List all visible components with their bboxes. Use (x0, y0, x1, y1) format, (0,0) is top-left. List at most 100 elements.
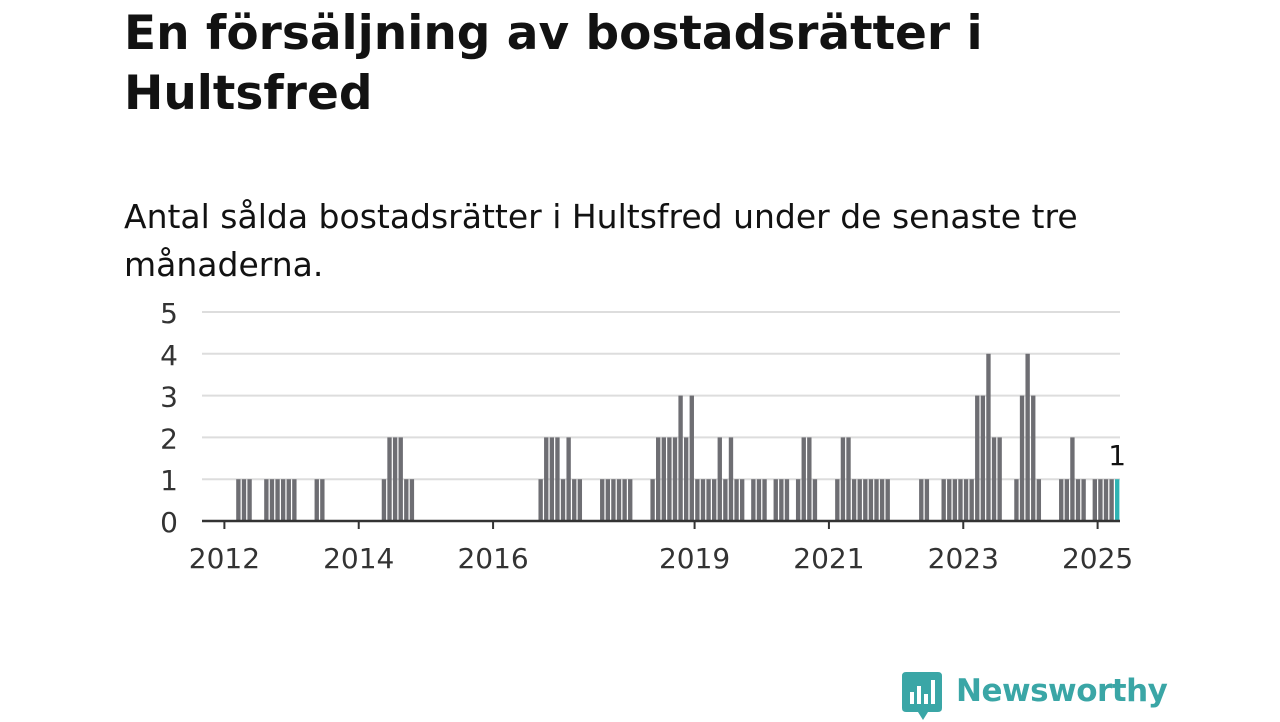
annotations: 1 (1108, 439, 1126, 472)
bar (1031, 395, 1036, 521)
bar (919, 479, 924, 521)
bar (969, 479, 974, 521)
bar (1081, 479, 1086, 521)
bar (975, 395, 980, 521)
bar (247, 479, 252, 521)
bar (1014, 479, 1019, 521)
bar (1075, 479, 1081, 521)
bar (566, 437, 571, 521)
x-tick-label: 2014 (323, 542, 394, 575)
bar (314, 479, 319, 521)
bar (264, 479, 269, 521)
bar (991, 437, 997, 521)
bar (1036, 479, 1042, 521)
bar (863, 479, 868, 521)
bar (986, 353, 991, 521)
bar (773, 479, 778, 521)
bar (1019, 395, 1025, 521)
bar (795, 479, 801, 521)
bar (1109, 479, 1114, 521)
x-tick-label: 2012 (189, 542, 260, 575)
bar (952, 479, 958, 521)
x-axis-ticks: 2012 2014 2016 2019 2021 2023 2025 (189, 521, 1133, 575)
bar (739, 479, 745, 521)
bar (728, 437, 734, 521)
bar (605, 479, 611, 521)
bar (807, 437, 812, 521)
bar (555, 437, 560, 521)
bar (269, 479, 275, 521)
bar (756, 479, 762, 521)
bar (409, 479, 415, 521)
newsworthy-logo: Newsworthy (902, 670, 1168, 720)
bar (868, 479, 874, 521)
bar (280, 479, 286, 521)
bars (236, 353, 1120, 521)
bar (292, 479, 297, 521)
bar (941, 479, 946, 521)
bar (616, 479, 622, 521)
bar (700, 479, 706, 521)
y-axis-ticks: 0 1 2 3 4 5 (160, 297, 178, 539)
bar (286, 479, 291, 521)
bar (751, 479, 756, 521)
bar (544, 437, 549, 521)
bar (572, 479, 577, 521)
bar (678, 395, 683, 521)
bar (711, 479, 717, 521)
bar (611, 479, 616, 521)
bar (1092, 479, 1097, 521)
bar (689, 395, 694, 521)
bar (851, 479, 857, 521)
x-tick-label: 2019 (659, 542, 730, 575)
bar (857, 479, 862, 521)
bar (672, 437, 678, 521)
bar (846, 437, 851, 521)
bar (1025, 353, 1030, 521)
y-tick-label: 1 (160, 464, 178, 497)
bar (980, 395, 986, 521)
bar (650, 479, 655, 521)
bar (1064, 479, 1070, 521)
bar (1103, 479, 1109, 521)
bar (577, 479, 583, 521)
bar (600, 479, 605, 521)
y-tick-label: 0 (160, 506, 178, 539)
bar (779, 479, 784, 521)
bar (723, 479, 728, 521)
bar (879, 479, 885, 521)
bar (812, 479, 818, 521)
bar (1115, 479, 1120, 521)
bar (404, 479, 409, 521)
bar (656, 437, 661, 521)
bar (947, 479, 952, 521)
bar (661, 437, 666, 521)
chart-subtitle: Antal sålda bostadsrätter i Hultsfred un… (124, 197, 1078, 284)
bar (241, 479, 247, 521)
bar (835, 479, 840, 521)
y-tick-label: 5 (160, 297, 178, 330)
bar (1059, 479, 1064, 521)
x-tick-label: 2016 (457, 542, 528, 575)
bar (840, 437, 846, 521)
bar (236, 479, 241, 521)
x-tick-label: 2025 (1062, 542, 1133, 575)
y-tick-label: 3 (160, 381, 178, 414)
bar (1098, 479, 1103, 521)
bar (762, 479, 767, 521)
newsworthy-logo-icon (902, 672, 942, 720)
x-tick-label: 2023 (928, 542, 999, 575)
bar (874, 479, 879, 521)
x-tick-label: 2021 (793, 542, 864, 575)
bar (667, 437, 672, 521)
bar (622, 479, 627, 521)
bar (387, 437, 392, 521)
bar (734, 479, 739, 521)
bar (398, 437, 403, 521)
chart-title: En försäljning av bostadsrätter i Hultsf… (124, 6, 983, 121)
bar (885, 479, 890, 521)
bar (801, 437, 806, 521)
bar-chart: 0 1 2 3 4 5 2012 2014 2016 2019 2021 2023 2025 1 (160, 297, 1133, 575)
bar (963, 479, 969, 521)
bar (784, 479, 790, 521)
